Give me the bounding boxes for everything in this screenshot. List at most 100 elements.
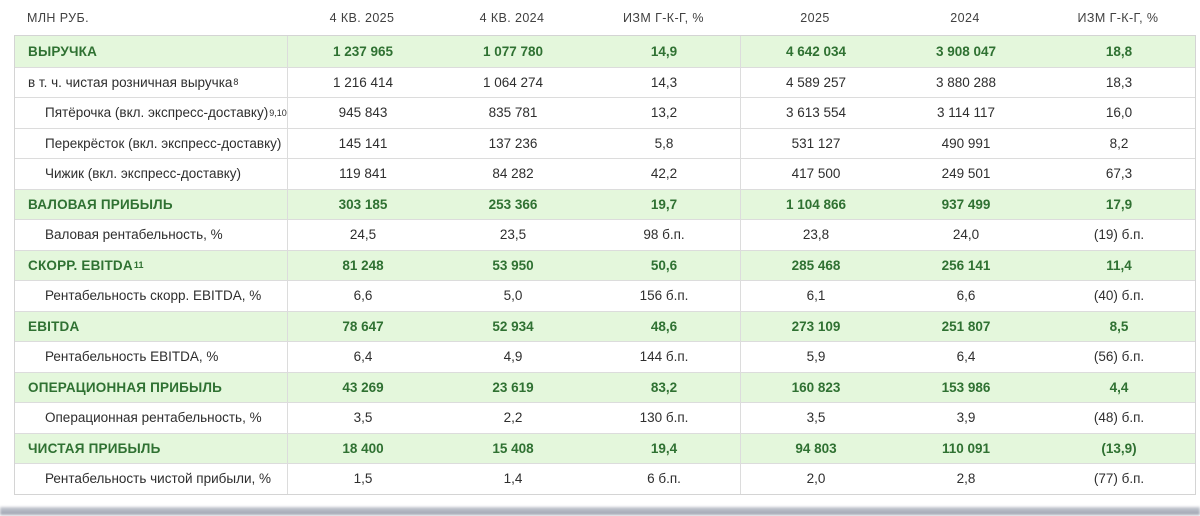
row-label: ВАЛОВАЯ ПРИБЫЛЬ [15,189,288,219]
row-label: ОПЕРАЦИОННАЯ ПРИБЫЛЬ [15,372,288,402]
value-cell: 137 236 [488,135,538,151]
value-cell: 23,5 [499,227,527,243]
value-cell: 19,7 [588,189,741,219]
financial-results-table: ВЫРУЧКА 1 237 965 1 077 780 14,9 4 642 034 3 … [14,35,1196,495]
row-label: Операционная рентабельность, % [15,403,288,433]
value-cell: 2,2 [503,410,523,426]
metric-detail-row: Операционная рентабельность, % 3,5 2,2 130 … [15,402,1195,433]
row-label: Рентабельность EBITDA, % [15,342,288,372]
value-cell: 6,1 [806,288,826,304]
value-cell: 251 807 [941,318,991,334]
value-cell: (48) б.п. [1093,410,1145,426]
value-cell: 4 642 034 [785,43,847,59]
value-cell: 19,4 [588,433,741,463]
value-cell: 18,3 [1105,74,1133,90]
value-cell: 1 077 780 [482,43,544,59]
value-cell: 4,9 [503,349,523,365]
row-label-text: Чижик (вкл. экспресс-доставку) [45,166,242,182]
column-header: 2024 [950,10,980,25]
value-cell: 119 841 [339,166,387,182]
value-cell: 145 141 [338,135,388,151]
value-cell: 50,6 [588,250,741,280]
value-cell: 3,9 [956,410,976,426]
value-cell: 3 613 554 [785,105,847,121]
value-cell: 23 619 [492,379,534,395]
value-cell: 417 500 [791,166,841,182]
row-label-text: EBITDA [28,318,80,334]
value-cell: 490 991 [941,135,991,151]
value-cell: 42,2 [588,159,741,189]
value-cell: (77) б.п. [1093,471,1145,487]
value-cell: 15 408 [492,440,534,456]
value-cell: 937 499 [941,196,991,212]
row-label-text: Рентабельность чистой прибыли, % [45,471,272,487]
row-label: Валовая рентабельность, % [15,220,288,250]
value-cell: 18 400 [342,440,384,456]
value-cell: 8,2 [1109,135,1129,151]
metric-detail-row: Рентабельность чистой прибыли, % 1,5 1,4 6 … [15,463,1195,494]
metric-total-row: ОПЕРАЦИОННАЯ ПРИБЫЛЬ 43 269 23 619 83,2 160 … [15,371,1195,402]
row-label: в т. ч. чистая розничная выручка 8 [15,67,288,97]
column-header: ИЗМ Г-К-Г, % [623,10,704,25]
value-cell: 78 647 [342,318,384,334]
row-label: EBITDA [15,311,288,341]
value-cell: 1 216 414 [332,74,394,90]
metric-total-row: ЧИСТАЯ ПРИБЫЛЬ 18 400 15 408 19,4 94 803 110 … [15,432,1195,463]
value-cell: 14,3 [588,67,741,97]
value-cell: 2,0 [806,471,826,487]
row-label: Перекрёсток (вкл. экспресс-доставку) [15,128,288,158]
value-cell: 6,6 [353,288,373,304]
value-cell: 253 366 [488,196,538,212]
value-cell: 53 950 [492,257,534,273]
metric-detail-row: Рентабельность скорр. EBITDA, % 6,6 5,0 156… [15,280,1195,311]
value-cell: 24,0 [952,227,980,243]
metric-total-row: ВЫРУЧКА 1 237 965 1 077 780 14,9 4 642 034 3 … [15,36,1195,67]
metric-total-row: EBITDA 78 647 52 934 48,6 273 109 251 807 8,5 [15,310,1195,341]
value-cell: 256 141 [941,257,991,273]
row-label-text: ЧИСТАЯ ПРИБЫЛЬ [28,440,161,456]
value-cell: 249 501 [941,166,991,182]
value-cell: 2,8 [956,471,976,487]
value-cell: 43 269 [342,379,384,395]
value-cell: 4 589 257 [785,74,847,90]
row-label-text: Рентабельность EBITDA, % [45,349,219,365]
row-label: Рентабельность чистой прибыли, % [15,464,288,494]
value-cell: 160 823 [791,379,841,395]
metric-total-row: ВАЛОВАЯ ПРИБЫЛЬ 303 185 253 366 19,7 1 104 8… [15,188,1195,219]
row-label: Рентабельность скорр. EBITDA, % [15,281,288,311]
value-cell: 5,9 [806,349,826,365]
value-cell: 23,8 [802,227,830,243]
metric-detail-row: Пятёрочка (вкл. экспресс-доставку) 9,10 94… [15,97,1195,128]
value-cell: 6,4 [353,349,373,365]
column-header: 4 КВ. 2024 [479,10,545,25]
value-cell: 3 908 047 [935,43,997,59]
value-cell: 81 248 [342,257,384,273]
row-label-text: в т. ч. чистая розничная выручка [28,74,233,90]
row-label: СКОРР. EBITDA 11 [15,250,288,280]
row-label-text: СКОРР. EBITDA [28,257,133,273]
value-cell: 13,2 [588,98,741,128]
value-cell: 1 104 866 [785,196,847,212]
value-cell: 8,5 [1109,318,1129,334]
row-label-text: ВЫРУЧКА [28,43,98,59]
value-cell: 156 б.п. [588,281,741,311]
row-label: ВЫРУЧКА [15,36,288,67]
value-cell: 84 282 [492,166,534,182]
column-header: 4 КВ. 2025 [329,10,395,25]
value-cell: 110 091 [941,440,991,456]
value-cell: 17,9 [1105,196,1133,212]
metric-detail-row: Рентабельность EBITDA, % 6,4 4,9 144 б.п. 5,… [15,341,1195,372]
metric-detail-row: в т. ч. чистая розничная выручка 8 1 216 4… [15,66,1195,97]
value-cell: 1 064 274 [482,74,544,90]
value-cell: 52 934 [492,318,534,334]
value-cell: (56) б.п. [1093,349,1145,365]
row-label-text: ВАЛОВАЯ ПРИБЫЛЬ [28,196,173,212]
value-cell: 14,9 [588,36,741,67]
column-header: 2025 [800,10,830,25]
row-label-text: ОПЕРАЦИОННАЯ ПРИБЫЛЬ [28,379,223,395]
row-label: ЧИСТАЯ ПРИБЫЛЬ [15,433,288,463]
value-cell: 6,6 [956,288,976,304]
value-cell: 16,0 [1105,105,1133,121]
row-label-text: Рентабельность скорр. EBITDA, % [45,288,262,304]
